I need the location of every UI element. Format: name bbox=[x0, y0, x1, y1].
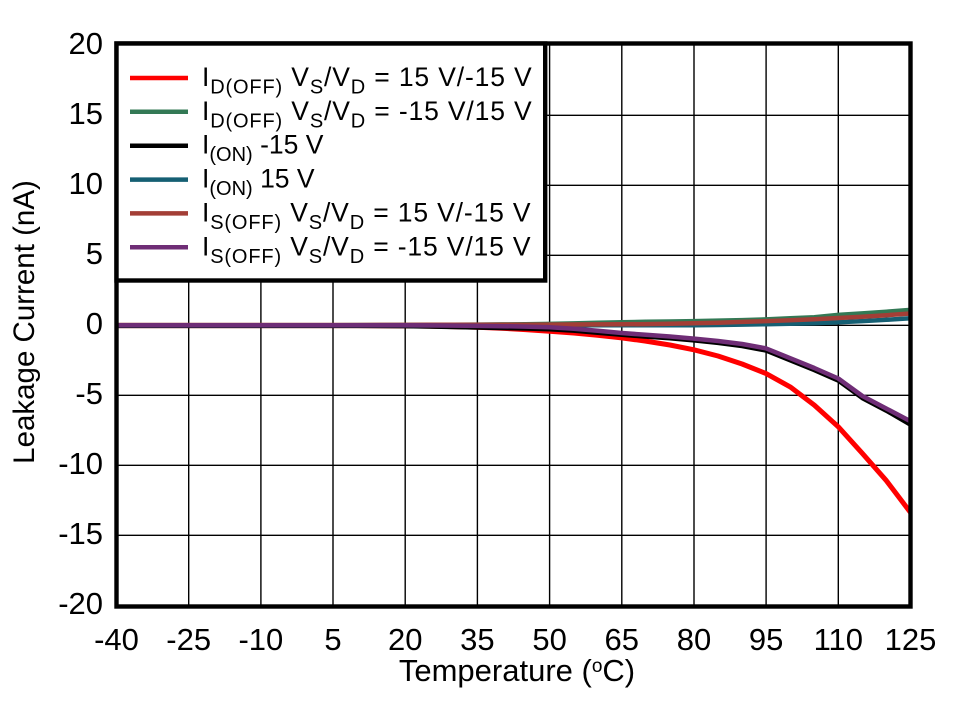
svg-text:15: 15 bbox=[69, 96, 103, 131]
svg-text:-5: -5 bbox=[75, 376, 103, 411]
svg-text:0: 0 bbox=[86, 306, 103, 341]
svg-text:35: 35 bbox=[460, 622, 494, 657]
svg-text:-10: -10 bbox=[58, 446, 103, 481]
svg-text:95: 95 bbox=[749, 622, 783, 657]
svg-text:65: 65 bbox=[605, 622, 639, 657]
svg-text:5: 5 bbox=[86, 236, 103, 271]
svg-text:5: 5 bbox=[324, 622, 341, 657]
svg-text:20: 20 bbox=[388, 622, 422, 657]
svg-text:Leakage Current (nA): Leakage Current (nA) bbox=[8, 180, 41, 464]
svg-text:20: 20 bbox=[69, 26, 103, 61]
svg-text:80: 80 bbox=[677, 622, 711, 657]
svg-text:Temperature (oC): Temperature (oC) bbox=[399, 653, 635, 688]
svg-text:-20: -20 bbox=[58, 586, 103, 621]
svg-text:-25: -25 bbox=[166, 622, 211, 657]
svg-text:-40: -40 bbox=[94, 622, 139, 657]
svg-text:I(ON) 15 V: I(ON) 15 V bbox=[202, 164, 315, 201]
svg-text:50: 50 bbox=[532, 622, 566, 657]
svg-text:-10: -10 bbox=[238, 622, 283, 657]
svg-text:-15: -15 bbox=[58, 516, 103, 551]
svg-text:110: 110 bbox=[814, 622, 863, 657]
svg-text:10: 10 bbox=[69, 166, 103, 201]
svg-text:125: 125 bbox=[885, 622, 937, 657]
